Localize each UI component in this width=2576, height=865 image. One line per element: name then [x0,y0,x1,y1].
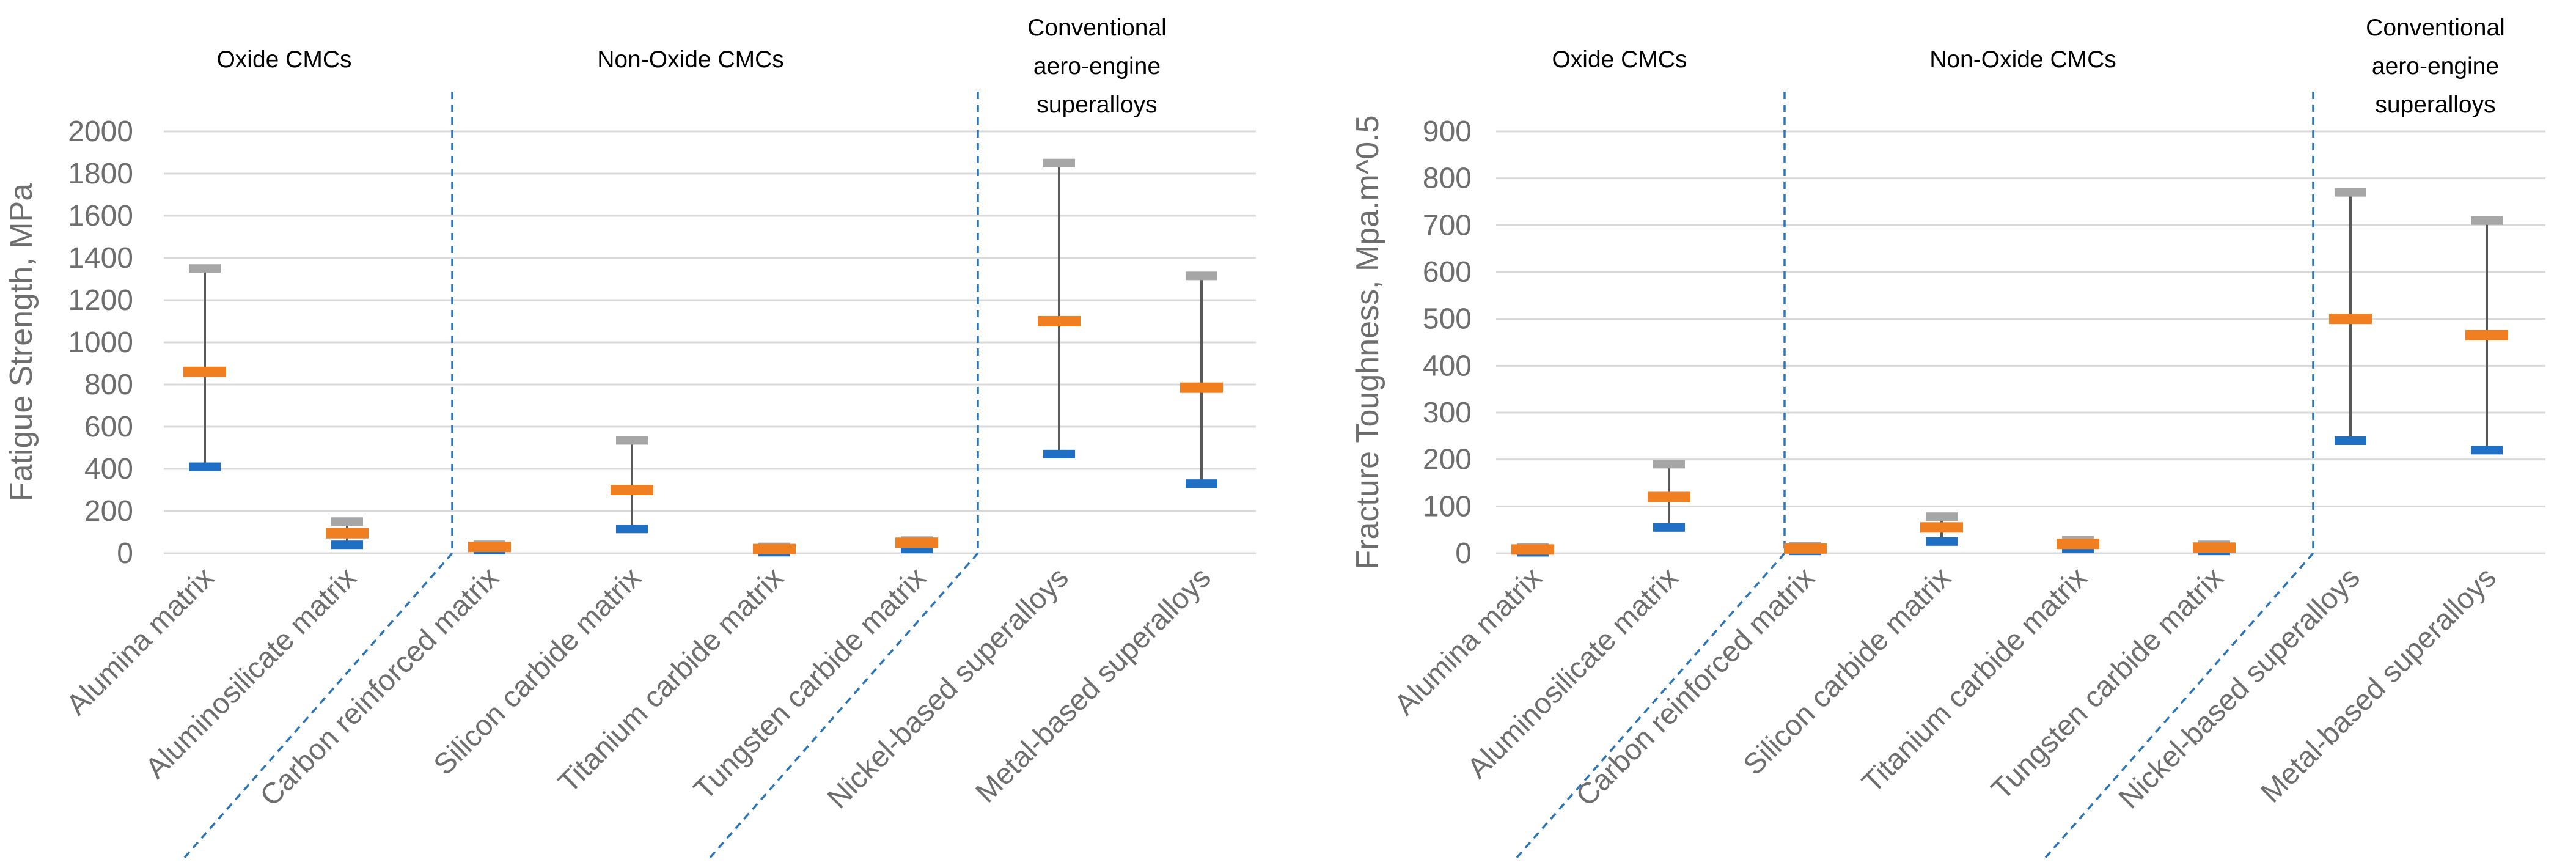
mean-marker [326,528,369,539]
category-label: Metal-based superalloys [969,561,1217,809]
section-separator [2043,552,2314,860]
mean-marker [1180,382,1223,393]
category-label: Tungsten carbide matrix [1985,561,2229,806]
mean-marker [183,366,226,377]
y-tick-label: 500 [1423,303,1472,336]
section-separator [708,552,979,860]
max-marker [1186,271,1217,281]
section-separator [1514,552,1786,860]
mean-marker [1920,522,1963,533]
section-label: Non-Oxide CMCs [597,46,784,73]
min-marker [1186,479,1217,488]
min-marker [189,462,221,471]
y-tick-label: 600 [84,411,133,443]
y-tick-label: 1800 [68,158,133,190]
min-marker [2335,436,2366,445]
y-tick-label: 1000 [68,326,133,359]
y-tick-label: 0 [117,537,133,570]
min-marker [1926,537,1958,546]
min-marker [616,525,648,534]
section-label: Oxide CMCs [1552,46,1687,73]
mean-marker [611,485,653,495]
chart-1: 0 200 400 600 800 1000 1200 1400 1600 1800 2000 Fat… [4,15,1256,860]
min-marker [331,540,363,550]
section-label: aero-engine [1033,53,1161,79]
y-tick-label: 700 [1423,209,1472,241]
y-tick-label: 2000 [68,116,133,148]
y-tick-label: 200 [1423,444,1472,476]
section-label: superalloys [1037,92,1157,118]
category-label: Titanium carbide matrix [1856,561,2094,799]
y-axis-title: Fatigue Strength, MPa [4,183,39,501]
y-tick-label: 800 [84,369,133,401]
y-tick-label: 1600 [68,200,133,232]
category-label: Alumina matrix [1389,561,1549,721]
max-marker [1043,158,1075,167]
min-marker [2471,446,2503,455]
mean-marker [1038,316,1081,326]
mean-marker [1648,491,1690,502]
category-label: Titanium carbide matrix [552,561,790,799]
max-marker [331,517,363,526]
category-label: Nickel-based superalloys [821,561,1075,815]
y-tick-label: 400 [84,453,133,485]
mean-marker [895,537,938,548]
mean-marker [468,542,511,553]
category-label: Carbon reinforced matrix [1570,561,1821,812]
category-label: Metal-based superalloys [2255,561,2502,809]
max-marker [1926,512,1958,521]
max-marker [616,436,648,445]
section-label: Conventional [2366,15,2505,41]
min-marker [1043,449,1075,458]
min-marker [1653,523,1685,532]
section-label: Conventional [1027,15,1167,41]
mean-marker [1511,544,1554,555]
mean-marker [2329,314,2372,325]
category-label: Nickel-based superalloys [2113,561,2366,815]
mean-marker [2465,330,2508,340]
mean-marker [753,543,796,554]
category-label: Carbon reinforced matrix [254,561,505,812]
section-separator [182,552,453,860]
max-marker [2471,216,2503,225]
y-tick-label: 800 [1423,163,1472,195]
mean-marker [2193,542,2236,553]
section-label: aero-engine [2372,53,2499,79]
y-tick-label: 900 [1423,116,1472,148]
y-tick-label: 200 [84,495,133,528]
max-marker [1653,460,1685,469]
y-tick-label: 300 [1423,397,1472,429]
y-tick-label: 1200 [68,284,133,317]
mean-marker [2057,539,2099,550]
max-marker [189,264,221,273]
category-label: Tungsten carbide matrix [688,561,932,806]
mean-marker [1784,543,1827,554]
chart-2: 0 100 200 300 400 500 600 700 800 900 Fracture Tou… [1350,15,2545,860]
section-label: Oxide CMCs [216,46,351,73]
y-tick-label: 100 [1423,490,1472,523]
section-label: superalloys [2375,92,2495,118]
y-tick-label: 0 [1455,537,1472,570]
category-label: Alumina matrix [61,561,221,721]
y-tick-label: 400 [1423,350,1472,382]
y-tick-label: 600 [1423,256,1472,289]
section-label: Non-Oxide CMCs [1929,46,2116,73]
max-marker [2335,188,2366,197]
y-axis-title: Fracture Toughness, Mpa.m^0.5 [1350,115,1385,569]
y-tick-label: 1400 [68,242,133,274]
